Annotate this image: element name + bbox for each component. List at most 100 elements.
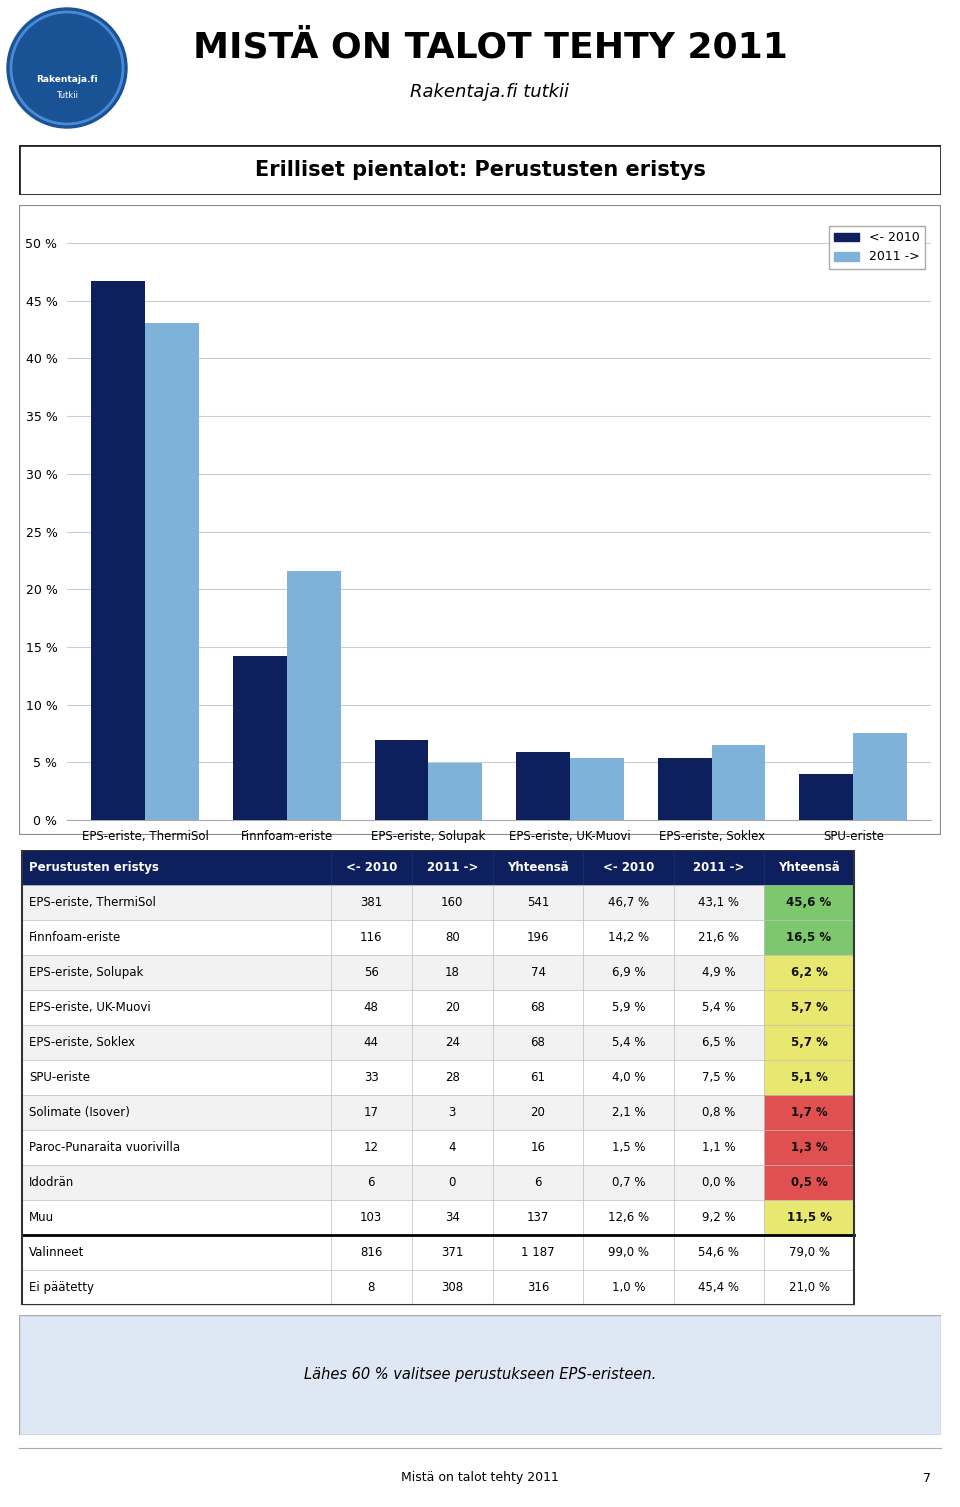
Bar — [658, 758, 711, 820]
FancyBboxPatch shape — [412, 1236, 492, 1270]
Text: 0,5 %: 0,5 % — [791, 1175, 828, 1189]
Text: 0,8 %: 0,8 % — [702, 1106, 735, 1120]
Text: 54,6 %: 54,6 % — [698, 1246, 739, 1258]
FancyBboxPatch shape — [330, 850, 412, 885]
FancyBboxPatch shape — [412, 990, 492, 1025]
FancyBboxPatch shape — [674, 1096, 764, 1130]
Text: 48: 48 — [364, 1001, 378, 1014]
FancyBboxPatch shape — [22, 1165, 330, 1200]
Bar — [711, 744, 765, 820]
FancyBboxPatch shape — [22, 1059, 330, 1096]
Text: 8: 8 — [368, 1281, 375, 1295]
FancyBboxPatch shape — [584, 1200, 674, 1236]
FancyBboxPatch shape — [764, 1059, 854, 1096]
Text: 2,1 %: 2,1 % — [612, 1106, 645, 1120]
Legend: <- 2010, 2011 ->: <- 2010, 2011 -> — [829, 226, 924, 268]
FancyBboxPatch shape — [492, 955, 584, 990]
FancyBboxPatch shape — [412, 955, 492, 990]
FancyBboxPatch shape — [764, 1096, 854, 1130]
FancyBboxPatch shape — [412, 1059, 492, 1096]
FancyBboxPatch shape — [674, 919, 764, 955]
Bar — [233, 656, 287, 820]
FancyBboxPatch shape — [492, 885, 584, 919]
Text: Valinneet: Valinneet — [30, 1246, 84, 1258]
Text: 61: 61 — [531, 1071, 545, 1084]
Circle shape — [7, 8, 127, 128]
Text: 45,4 %: 45,4 % — [698, 1281, 739, 1295]
Text: 4,9 %: 4,9 % — [702, 966, 735, 980]
FancyBboxPatch shape — [674, 1130, 764, 1165]
Text: Perustusten eristys: Perustusten eristys — [30, 860, 159, 874]
Text: 2011 ->: 2011 -> — [693, 860, 744, 874]
FancyBboxPatch shape — [674, 1025, 764, 1059]
FancyBboxPatch shape — [764, 1165, 854, 1200]
Text: 80: 80 — [445, 931, 460, 943]
Text: Finnfoam-eriste: Finnfoam-eriste — [30, 931, 122, 943]
Text: Yhteensä: Yhteensä — [779, 860, 840, 874]
Text: 0,7 %: 0,7 % — [612, 1175, 645, 1189]
FancyBboxPatch shape — [492, 1096, 584, 1130]
FancyBboxPatch shape — [674, 1200, 764, 1236]
FancyBboxPatch shape — [764, 1270, 854, 1305]
FancyBboxPatch shape — [492, 990, 584, 1025]
Text: 9,2 %: 9,2 % — [702, 1212, 735, 1224]
FancyBboxPatch shape — [584, 1270, 674, 1305]
FancyBboxPatch shape — [330, 1165, 412, 1200]
FancyBboxPatch shape — [674, 1270, 764, 1305]
Text: MISTÄ ON TALOT TEHTY 2011: MISTÄ ON TALOT TEHTY 2011 — [193, 32, 787, 65]
FancyBboxPatch shape — [412, 1165, 492, 1200]
Text: 21,0 %: 21,0 % — [788, 1281, 829, 1295]
FancyBboxPatch shape — [584, 1130, 674, 1165]
Bar — [374, 740, 428, 820]
FancyBboxPatch shape — [412, 1270, 492, 1305]
Text: Rakentaja.fi: Rakentaja.fi — [36, 75, 98, 84]
Text: 43,1 %: 43,1 % — [698, 897, 739, 909]
Text: 44: 44 — [364, 1035, 379, 1049]
FancyBboxPatch shape — [764, 1130, 854, 1165]
Text: 5,4 %: 5,4 % — [702, 1001, 735, 1014]
FancyBboxPatch shape — [492, 1059, 584, 1096]
Text: 6,9 %: 6,9 % — [612, 966, 645, 980]
FancyBboxPatch shape — [19, 145, 941, 194]
Text: Rakentaja.fi tutkii: Rakentaja.fi tutkii — [411, 83, 569, 101]
FancyBboxPatch shape — [764, 1025, 854, 1059]
FancyBboxPatch shape — [412, 1200, 492, 1236]
FancyBboxPatch shape — [330, 1200, 412, 1236]
Text: Mistä on talot tehty 2011: Mistä on talot tehty 2011 — [401, 1471, 559, 1484]
FancyBboxPatch shape — [584, 990, 674, 1025]
FancyBboxPatch shape — [674, 990, 764, 1025]
Text: 17: 17 — [364, 1106, 379, 1120]
FancyBboxPatch shape — [22, 1096, 330, 1130]
Text: 6,2 %: 6,2 % — [791, 966, 828, 980]
Text: 16,5 %: 16,5 % — [786, 931, 831, 943]
Text: 12,6 %: 12,6 % — [608, 1212, 649, 1224]
FancyBboxPatch shape — [22, 885, 330, 919]
Bar — [428, 764, 482, 820]
Text: 3: 3 — [448, 1106, 456, 1120]
Text: 46,7 %: 46,7 % — [608, 897, 649, 909]
Text: 2011 ->: 2011 -> — [426, 860, 478, 874]
FancyBboxPatch shape — [674, 885, 764, 919]
Text: EPS-eriste, ThermiSol: EPS-eriste, ThermiSol — [30, 897, 156, 909]
FancyBboxPatch shape — [584, 1165, 674, 1200]
Text: SPU-eriste: SPU-eriste — [30, 1071, 90, 1084]
Text: <- 2010: <- 2010 — [603, 860, 654, 874]
FancyBboxPatch shape — [584, 1096, 674, 1130]
FancyBboxPatch shape — [330, 1130, 412, 1165]
FancyBboxPatch shape — [674, 1236, 764, 1270]
FancyBboxPatch shape — [764, 955, 854, 990]
Text: 6: 6 — [535, 1175, 541, 1189]
FancyBboxPatch shape — [492, 1025, 584, 1059]
Text: 5,9 %: 5,9 % — [612, 1001, 645, 1014]
Text: 5,1 %: 5,1 % — [791, 1071, 828, 1084]
FancyBboxPatch shape — [492, 919, 584, 955]
Text: 1,1 %: 1,1 % — [702, 1141, 735, 1154]
FancyBboxPatch shape — [330, 955, 412, 990]
Text: 7: 7 — [924, 1471, 931, 1484]
FancyBboxPatch shape — [22, 990, 330, 1025]
Text: 1 187: 1 187 — [521, 1246, 555, 1258]
Bar — [145, 322, 199, 820]
FancyBboxPatch shape — [330, 1025, 412, 1059]
FancyBboxPatch shape — [674, 1165, 764, 1200]
Text: EPS-eriste, UK-Muovi: EPS-eriste, UK-Muovi — [30, 1001, 151, 1014]
